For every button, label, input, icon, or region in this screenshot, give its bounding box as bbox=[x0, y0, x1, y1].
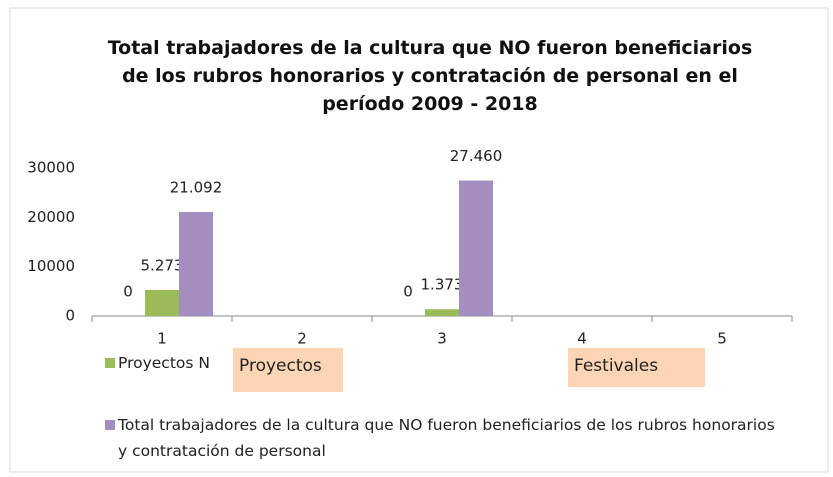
data-label: 0 bbox=[403, 283, 413, 301]
legend-swatch bbox=[105, 420, 115, 430]
chart-title: Total trabajadores de la cultura que NO … bbox=[107, 37, 753, 115]
x-tick-label: 4 bbox=[577, 330, 587, 348]
bar bbox=[145, 289, 179, 316]
legend-swatch bbox=[105, 358, 115, 368]
legend-label: Total trabajadores de la cultura que NO … bbox=[118, 416, 775, 460]
bar bbox=[425, 309, 459, 316]
data-label: 1.373 bbox=[421, 276, 464, 294]
annotation: Proyectos bbox=[233, 348, 343, 392]
y-tick-label: 20000 bbox=[27, 208, 75, 226]
y-tick-label: 30000 bbox=[27, 159, 75, 177]
legend-label: Proyectos N bbox=[118, 354, 210, 372]
data-label: 21.092 bbox=[170, 178, 223, 196]
y-tick-label: 10000 bbox=[27, 257, 75, 275]
x-tick-label: 2 bbox=[297, 330, 307, 348]
y-tick-label: 0 bbox=[65, 307, 75, 325]
annotation: Festivales bbox=[568, 348, 705, 387]
frame bbox=[9, 7, 829, 473]
x-tick-label: 5 bbox=[717, 330, 727, 348]
data-label: 5.273 bbox=[141, 256, 184, 274]
x-tick-label: 1 bbox=[157, 330, 167, 348]
bar bbox=[179, 211, 213, 316]
bar bbox=[459, 180, 493, 316]
x-tick-label: 3 bbox=[437, 330, 447, 348]
data-label: 0 bbox=[123, 283, 133, 301]
data-label: 27.460 bbox=[450, 147, 503, 165]
